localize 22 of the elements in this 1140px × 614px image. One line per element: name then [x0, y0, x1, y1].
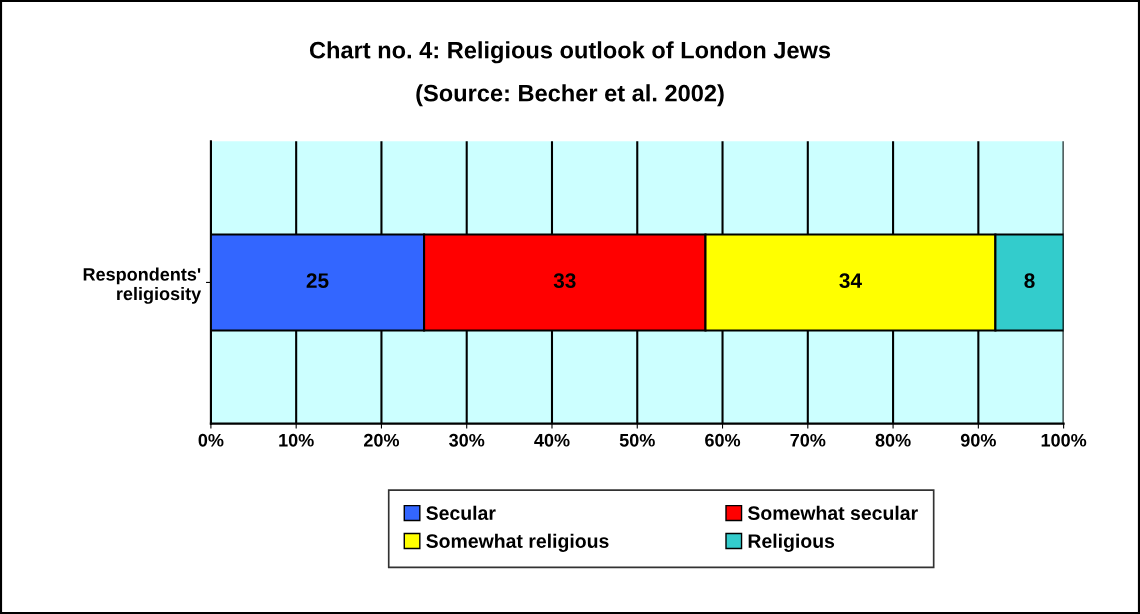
x-tick-label: 10%: [279, 433, 314, 447]
x-tick-label: 40%: [534, 433, 570, 447]
x-tick-label: 60%: [705, 433, 741, 447]
x-tick-label: 20%: [364, 433, 400, 447]
legend-label: Somewhat religious: [426, 533, 609, 552]
x-tick-label: 90%: [960, 433, 996, 447]
x-tick-label: 50%: [619, 433, 655, 447]
legend-label: Somewhat secular: [747, 505, 918, 520]
legend-label: Religious: [748, 533, 835, 552]
data-label: 34: [839, 273, 862, 289]
x-tick-label: 30%: [449, 433, 485, 447]
x-tick-label: 80%: [875, 433, 911, 447]
x-tick-label: 100%: [1041, 433, 1087, 447]
x-tick-label: 70%: [790, 433, 826, 447]
chart-title: Chart no. 4: Religious outlook of London Jews: [309, 41, 831, 64]
y-tick-label: Respondents' religiosity: [83, 267, 202, 304]
x-tick-label: 0%: [198, 433, 224, 447]
chart-subtitle: (Source: Becher et al. 2002): [416, 84, 724, 107]
data-label: 8: [1024, 273, 1035, 289]
legend-label: Secular: [426, 505, 496, 520]
data-label: 25: [306, 273, 329, 289]
data-label: 33: [553, 273, 576, 289]
